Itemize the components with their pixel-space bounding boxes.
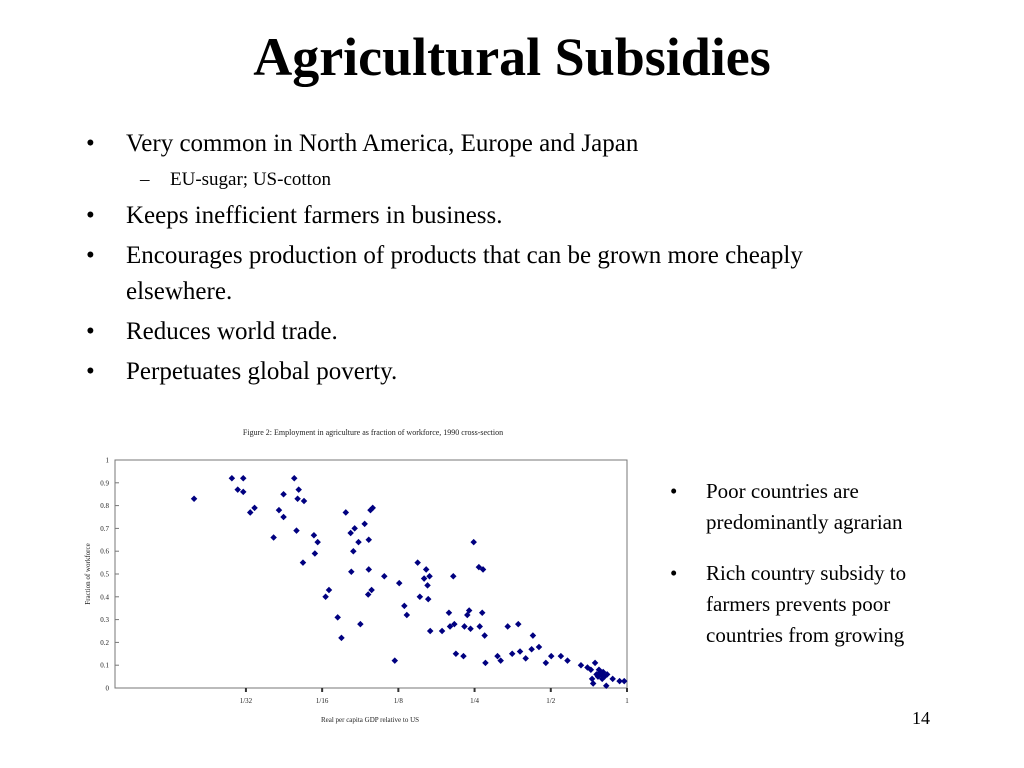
data-point	[588, 675, 596, 683]
bullet-text: Perpetuates global poverty.	[126, 358, 398, 385]
bullet-item: • Keeps inefficient farmers in business.	[86, 198, 846, 234]
bullet-dot: •	[670, 479, 678, 503]
data-point	[246, 509, 254, 516]
y-axis-label: Fraction of workforce	[84, 543, 92, 604]
x-tick-label: 1/16	[316, 697, 329, 705]
bullet-dot: •	[86, 242, 95, 269]
bullet-text: Reduces world trade.	[126, 318, 338, 345]
y-tick-label: 0.2	[100, 639, 109, 647]
chart-title: Figure 2: Employment in agriculture as f…	[243, 428, 503, 437]
side-bullet-item: • Poor countries are predominantly agrar…	[670, 476, 970, 538]
bullet-item: • Reduces world trade.	[86, 314, 846, 350]
y-axis: 0 0.1 0.2 0.3 0.4 0.5 0.6 0.7 0.8 0.9 1	[100, 457, 119, 693]
data-point	[395, 579, 403, 587]
bullet-dot: •	[670, 561, 678, 585]
y-tick-label: 0.6	[100, 548, 109, 556]
side-bullet-text: Poor countries are predominantly agraria…	[706, 479, 903, 534]
side-bullet-list: • Poor countries are predominantly agrar…	[670, 476, 970, 671]
data-point	[603, 671, 611, 678]
y-tick-label: 0.7	[100, 525, 109, 533]
data-point	[438, 627, 446, 635]
x-axis-label: Real per capita GDP relative to US	[321, 716, 419, 724]
data-point	[479, 566, 487, 573]
bullet-dot: •	[86, 130, 95, 157]
side-bullet-text: Rich country subsidy to farmers prevents…	[706, 561, 907, 647]
bullet-text: Very common in North America, Europe and…	[126, 130, 639, 157]
bullet-item: • Very common in North America, Europe a…	[86, 126, 846, 162]
bullet-dot: •	[86, 202, 95, 229]
x-axis: 1/32 1/16 1/8 1/4 1/2 1	[240, 688, 629, 705]
bullet-item: • Perpetuates global poverty.	[86, 354, 846, 390]
bullet-dot: •	[86, 358, 95, 385]
sub-bullet-item: – EU-sugar; US-cotton	[86, 166, 846, 194]
data-point	[476, 623, 483, 630]
y-tick-label: 0.3	[100, 616, 109, 624]
x-tick-label: 1/32	[240, 697, 253, 705]
data-point	[334, 614, 341, 621]
plot-area	[114, 459, 628, 689]
x-tick-label: 1/4	[470, 697, 479, 705]
data-point	[589, 680, 597, 687]
y-tick-label: 0.5	[100, 571, 109, 579]
y-tick-label: 0.1	[100, 662, 109, 670]
side-bullet-item: • Rich country subsidy to farmers preven…	[670, 558, 970, 651]
x-tick-label: 1/8	[394, 697, 403, 705]
data-point	[365, 566, 373, 573]
x-tick-label: 1/2	[546, 697, 555, 705]
y-tick-label: 0	[106, 685, 110, 693]
bullet-list: • Very common in North America, Europe a…	[86, 126, 846, 394]
scatter-chart-svg: Figure 2: Employment in agriculture as f…	[84, 428, 629, 724]
sub-bullet-dash: –	[140, 169, 150, 190]
sub-bullet-text: EU-sugar; US-cotton	[170, 169, 331, 190]
bullet-text: Keeps inefficient farmers in business.	[126, 202, 503, 229]
data-point	[422, 566, 430, 573]
y-tick-label: 0.8	[100, 502, 109, 510]
data-point	[420, 575, 428, 582]
y-tick-label: 1	[106, 457, 110, 465]
data-point	[426, 627, 434, 635]
bullet-item: • Encourages production of products that…	[86, 238, 846, 310]
scatter-chart: Figure 2: Employment in agriculture as f…	[78, 420, 638, 732]
data-point	[342, 509, 350, 516]
y-tick-label: 0.4	[100, 593, 109, 601]
data-point	[461, 623, 468, 630]
page-number: 14	[912, 708, 930, 728]
data-point	[609, 675, 616, 683]
x-tick-label: 1	[625, 697, 629, 705]
slide-title: Agricultural Subsidies	[253, 27, 771, 87]
bullet-text: Encourages production of products that c…	[126, 242, 803, 305]
data-point	[446, 623, 454, 630]
data-point	[481, 632, 488, 639]
y-tick-label: 0.9	[100, 479, 109, 487]
data-point	[504, 623, 511, 630]
bullet-dot: •	[86, 318, 95, 345]
